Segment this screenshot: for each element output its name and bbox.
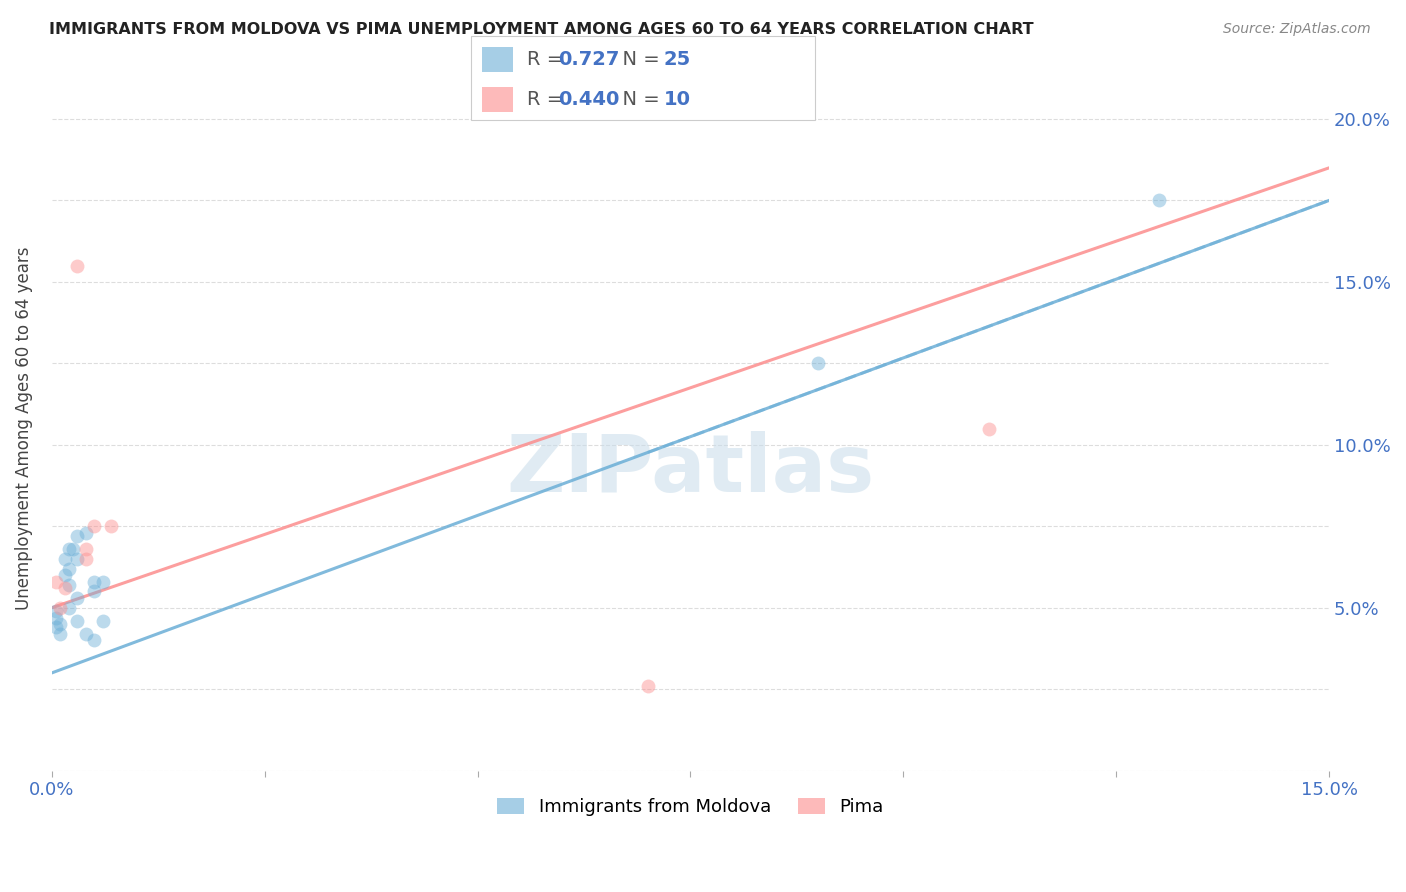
Text: N =: N = [610,50,666,70]
Point [66,529,89,543]
Point [75,525,97,540]
Point [45,610,67,624]
Text: 10: 10 [664,89,690,109]
Point [49,627,72,641]
Point [66,552,89,566]
Point [66,259,89,273]
Text: 0.440: 0.440 [558,89,620,109]
Point [66,591,89,605]
Text: R =: R = [527,89,569,109]
Text: IMMIGRANTS FROM MOLDOVA VS PIMA UNEMPLOYMENT AMONG AGES 60 TO 64 YEARS CORRELATI: IMMIGRANTS FROM MOLDOVA VS PIMA UNEMPLOY… [49,22,1033,37]
Point [53,568,76,582]
Text: R =: R = [527,50,569,70]
Point [53,552,76,566]
Point [75,552,97,566]
Point [83,574,105,589]
Point [49,600,72,615]
Text: Source: ZipAtlas.com: Source: ZipAtlas.com [1223,22,1371,37]
Text: 0.727: 0.727 [558,50,620,70]
Point [75,627,97,641]
Point [91,614,114,628]
Point [75,542,97,557]
Text: N =: N = [610,89,666,109]
Y-axis label: Unemployment Among Ages 60 to 64 years: Unemployment Among Ages 60 to 64 years [15,247,32,610]
Point [807,356,830,370]
Point [45,620,67,634]
Point [83,584,105,599]
Point [83,519,105,533]
Point [91,574,114,589]
Point [977,421,1000,435]
Point [45,574,67,589]
Point [66,614,89,628]
Point [45,604,67,618]
Point [49,617,72,632]
Point [62,542,84,557]
Legend: Immigrants from Moldova, Pima: Immigrants from Moldova, Pima [489,790,891,823]
Point [100,519,122,533]
Point [58,562,80,576]
Point [53,581,76,595]
Point [83,633,105,648]
Text: 25: 25 [664,50,690,70]
Text: ZIPatlas: ZIPatlas [506,431,875,508]
Point [58,542,80,557]
Point [58,600,80,615]
Point [637,679,659,693]
Point [58,578,80,592]
Point [1147,194,1170,208]
